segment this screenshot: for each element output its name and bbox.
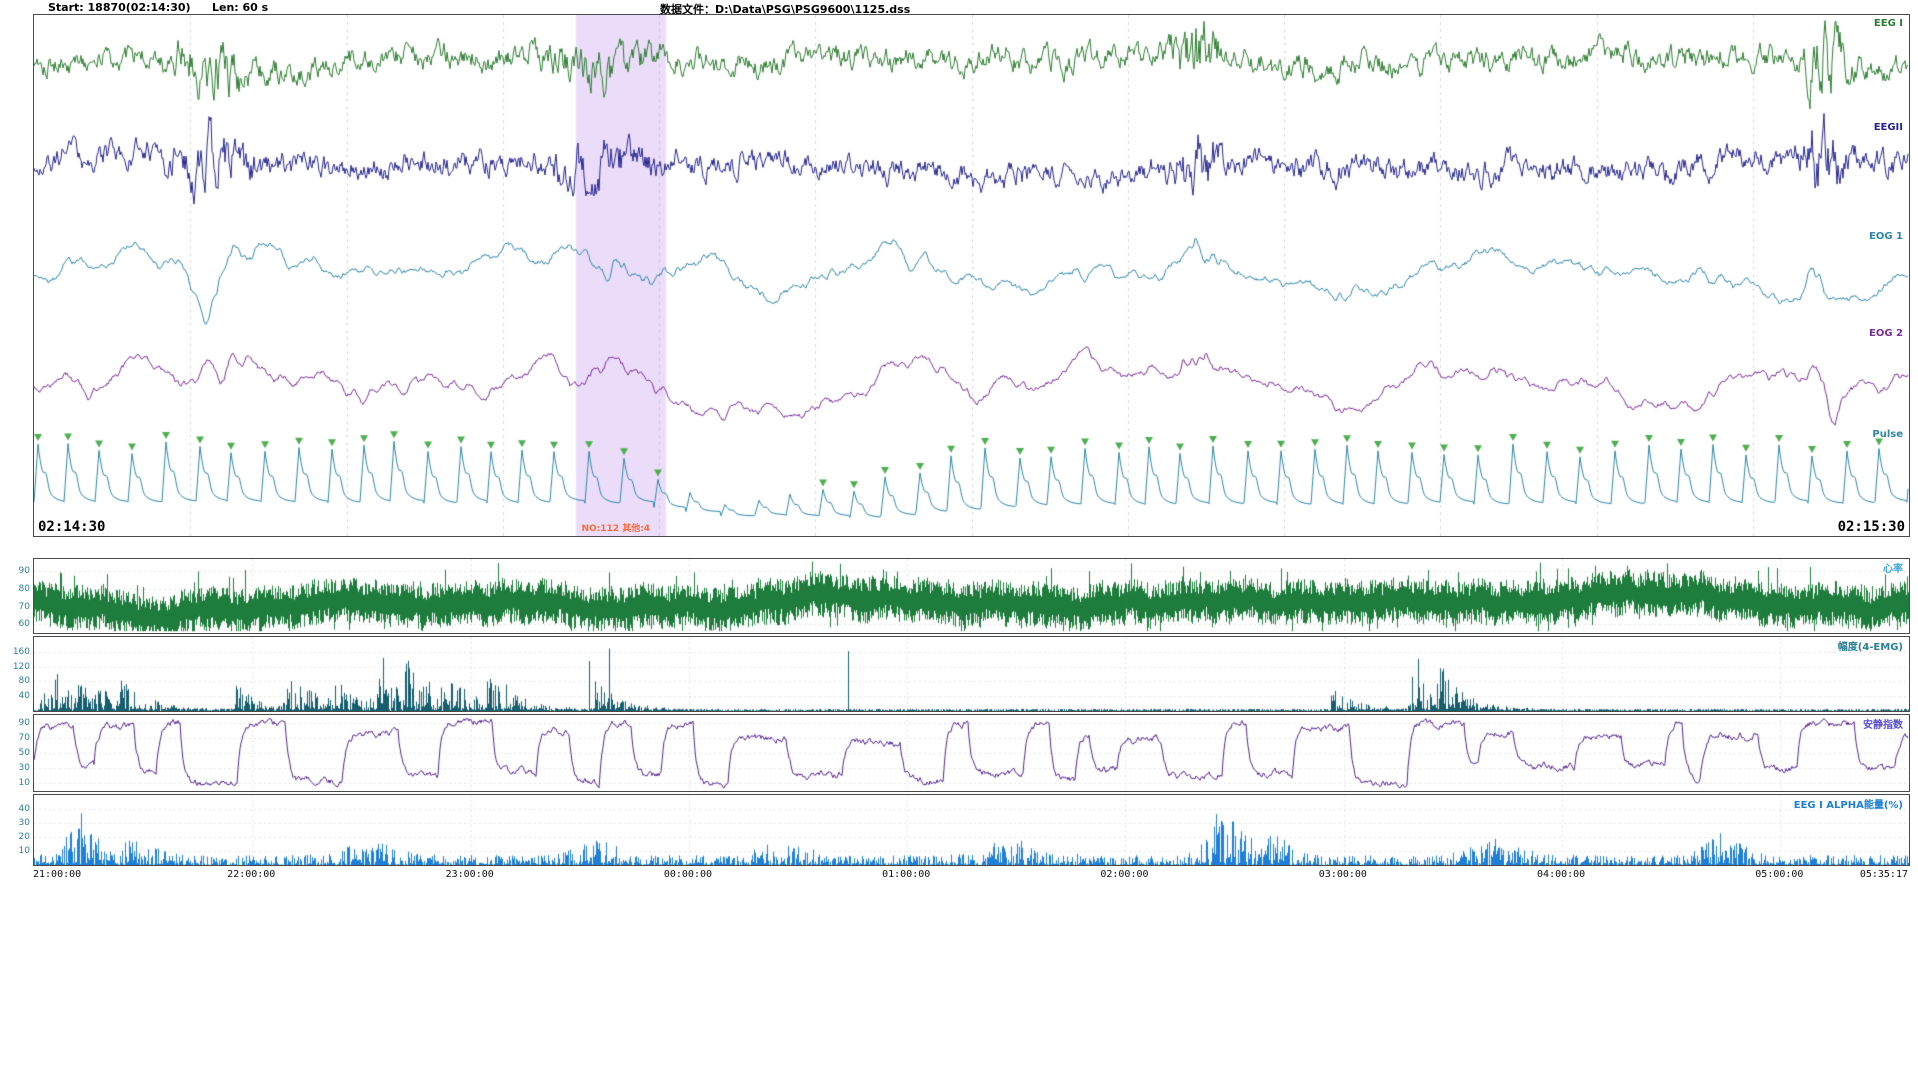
data-file-label: 数据文件：D:\Data\PSG\PSG9600\1125.dss xyxy=(660,3,911,16)
trend-canvas-emg[interactable] xyxy=(34,637,1909,711)
y-tick-hr-90: 90 xyxy=(18,566,30,577)
y-tick-hr-80: 80 xyxy=(18,583,30,594)
trend-panel-alpha: EEG I ALPHA能量(%) xyxy=(33,794,1910,866)
y-tick-quiet-70: 70 xyxy=(18,732,30,743)
window-start-time: 02:14:30 xyxy=(38,519,106,535)
channel-label-eog-1: EOG 1 xyxy=(1869,231,1903,243)
time-tick-01:00:00: 01:00:00 xyxy=(882,869,931,880)
trend-panel-emg: 幅度(4-EMG) xyxy=(33,636,1910,712)
time-tick-02:00:00: 02:00:00 xyxy=(1100,869,1149,880)
time-tick-22:00:00: 22:00:00 xyxy=(227,869,276,880)
y-tick-quiet-90: 90 xyxy=(18,717,30,728)
y-tick-quiet-50: 50 xyxy=(18,748,30,758)
time-tick-05:35:17: 05:35:17 xyxy=(1859,869,1908,880)
length-label: Len: 60 s xyxy=(212,1,269,14)
y-tick-alpha-20: 20 xyxy=(18,832,30,842)
trend-title-emg: 幅度(4-EMG) xyxy=(1837,642,1903,653)
y-tick-emg-160: 160 xyxy=(12,646,30,657)
y-tick-alpha-10: 10 xyxy=(18,846,30,856)
time-tick-23:00:00: 23:00:00 xyxy=(445,869,494,880)
trend-title-hr: 心率 xyxy=(1883,564,1903,575)
trend-canvas-alpha[interactable] xyxy=(34,795,1909,865)
trend-panel-quiet: 安静指数 xyxy=(33,714,1910,792)
time-tick-00:00:00: 00:00:00 xyxy=(663,869,713,880)
header-bar: Start: 18870(02:14:30) Len: 60 s 数据文件：D:… xyxy=(0,0,1918,16)
waveform-panel: EEG I EEGII EOG 1 EOG 2 Pulse 02:14:30 02:15… xyxy=(33,14,1910,537)
time-tick-21:00:00: 21:00:00 xyxy=(33,869,82,880)
window-end-time: 02:15:30 xyxy=(1837,519,1905,535)
channel-label-eog-2: EOG 2 xyxy=(1869,327,1903,339)
trend-canvas-quiet[interactable] xyxy=(34,715,1909,791)
y-tick-alpha-30: 30 xyxy=(18,818,30,828)
y-tick-quiet-10: 10 xyxy=(18,778,30,789)
y-tick-quiet-30: 30 xyxy=(18,763,30,774)
trend-title-alpha: EEG I ALPHA能量(%) xyxy=(1793,800,1903,811)
event-annotation: NO:112 其他:4 xyxy=(581,524,651,534)
y-tick-hr-70: 70 xyxy=(18,601,30,612)
waveform-canvas[interactable] xyxy=(34,15,1909,536)
trend-canvas-hr[interactable] xyxy=(34,559,1909,633)
y-tick-alpha-40: 40 xyxy=(18,804,30,814)
time-tick-03:00:00: 03:00:00 xyxy=(1318,869,1367,880)
start-label: Start: 18870(02:14:30) xyxy=(48,1,191,14)
y-tick-emg-40: 40 xyxy=(18,691,30,702)
trend-title-quiet: 安静指数 xyxy=(1863,720,1903,731)
time-tick-05:00:00: 05:00:00 xyxy=(1755,869,1804,880)
channel-label-eegii: EEGII xyxy=(1873,121,1903,133)
y-tick-emg-120: 120 xyxy=(12,661,30,672)
trend-panel-hr: 心率 xyxy=(33,558,1910,634)
channel-label-pulse: Pulse xyxy=(1872,429,1903,441)
channel-label-eeg-i: EEG I xyxy=(1873,18,1903,30)
y-tick-emg-80: 80 xyxy=(18,676,30,687)
time-tick-04:00:00: 04:00:00 xyxy=(1537,869,1586,880)
y-tick-hr-60: 60 xyxy=(18,619,30,630)
